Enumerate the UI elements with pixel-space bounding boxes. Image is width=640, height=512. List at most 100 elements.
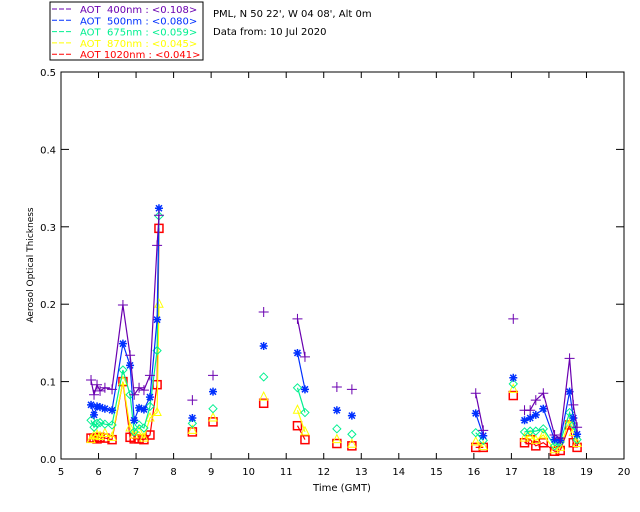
data-point-plus — [564, 353, 575, 364]
data-point-plus — [86, 375, 97, 386]
data-point-square — [300, 434, 310, 445]
data-point-square — [508, 390, 519, 401]
series — [87, 204, 582, 445]
data-point-diamond — [531, 426, 541, 436]
data-point-plus — [549, 430, 560, 441]
data-point-diamond — [332, 424, 342, 434]
data-point-diamond — [538, 424, 549, 434]
x-tick-label: 10 — [242, 467, 255, 478]
data-point-asterisk — [118, 339, 127, 348]
data-point-diamond — [89, 422, 99, 432]
data-point-asterisk — [209, 387, 218, 396]
data-point-asterisk — [188, 413, 197, 422]
y-tick-label: 0.0 — [40, 455, 56, 466]
x-tick-label: 8 — [170, 467, 176, 478]
data-point-triangle — [572, 437, 582, 448]
data-point-diamond — [187, 418, 198, 429]
data-point-asterisk — [531, 410, 540, 419]
data-point-plus — [508, 313, 519, 324]
data-point-diamond — [258, 372, 269, 382]
data-point-diamond — [145, 401, 155, 412]
data-point-plus — [292, 313, 303, 324]
x-tick-label: 6 — [95, 467, 101, 478]
data-point-diamond — [508, 379, 518, 389]
x-tick-label: 20 — [618, 467, 631, 478]
data-point-asterisk — [139, 405, 148, 414]
legend-entry: AOT 400nm : <0.108> — [80, 5, 197, 16]
data-point-asterisk — [93, 402, 102, 411]
data-point-asterisk — [520, 416, 529, 425]
data-point-asterisk — [479, 431, 488, 440]
series-line — [90, 215, 578, 447]
data-point-plus — [525, 405, 536, 416]
series — [86, 298, 582, 454]
series-line — [91, 228, 578, 452]
data-point-square — [208, 417, 218, 427]
x-tick-label: 7 — [133, 467, 139, 478]
data-point-asterisk — [130, 416, 139, 425]
x-tick-label: 16 — [467, 467, 480, 478]
data-point-asterisk — [300, 385, 309, 394]
data-point-asterisk — [135, 403, 144, 412]
x-tick-label: 17 — [505, 467, 518, 478]
plot-frame — [60, 71, 625, 460]
data-point-asterisk — [126, 361, 135, 370]
data-point-plus — [187, 395, 198, 406]
site-info: PML, N 50 22', W 04 08', Alt 0m — [213, 9, 372, 20]
data-point-triangle — [125, 421, 135, 432]
data-point-triangle — [470, 435, 481, 446]
y-tick-label: 0.1 — [40, 378, 56, 389]
x-tick-label: 18 — [543, 467, 556, 478]
data-point-square — [145, 430, 155, 440]
data-point-plus — [152, 240, 163, 251]
data-point-plus — [208, 370, 219, 381]
x-tick-label: 12 — [317, 467, 330, 478]
data-point-plus — [331, 382, 342, 393]
legend-entry: AOT 870nm : <0.045> — [80, 39, 197, 50]
data-point-square — [478, 442, 488, 453]
data-point-diamond — [118, 365, 128, 375]
data-point-triangle — [508, 383, 519, 393]
data-point-triangle — [300, 425, 310, 436]
y-tick-label: 0.3 — [40, 223, 56, 234]
data-point-diamond — [549, 441, 560, 451]
data-point-asterisk — [332, 406, 341, 415]
data-point-triangle — [530, 434, 541, 444]
date-info: Data from: 10 Jul 2020 — [213, 27, 326, 38]
legend-entry: AOT 1020nm : <0.041> — [80, 50, 200, 61]
data-point-plus — [572, 422, 583, 433]
data-point-square — [95, 432, 105, 443]
data-point-triangle — [100, 427, 110, 437]
data-point-plus — [129, 389, 140, 400]
x-tick-label: 9 — [208, 467, 214, 478]
series-line — [90, 304, 578, 451]
data-point-triangle — [107, 431, 117, 441]
data-point-plus — [530, 395, 541, 406]
data-point-plus — [568, 399, 579, 410]
data-point-diamond — [572, 434, 582, 445]
data-point-asterisk — [153, 315, 162, 324]
series-line — [90, 208, 578, 442]
data-point-diamond — [92, 418, 102, 429]
data-point-diamond — [134, 420, 144, 430]
data-point-asterisk — [526, 413, 535, 422]
data-point-triangle — [89, 429, 99, 440]
data-point-triangle — [187, 424, 198, 434]
data-point-diamond — [100, 419, 110, 429]
data-point-triangle — [139, 431, 149, 442]
series — [86, 223, 582, 457]
data-point-triangle — [145, 411, 155, 422]
legend-box — [49, 1, 204, 61]
data-point-diamond — [95, 417, 105, 428]
y-tick-label: 0.4 — [40, 145, 56, 156]
data-point-asterisk — [145, 393, 154, 402]
data-point-diamond — [300, 407, 310, 418]
data-point-asterisk — [90, 410, 99, 419]
x-tick-label: 14 — [392, 467, 405, 478]
data-point-asterisk — [87, 400, 96, 409]
data-point-plus — [258, 306, 269, 317]
data-point-triangle — [208, 411, 218, 422]
data-point-asterisk — [154, 204, 163, 213]
data-point-plus — [555, 433, 566, 444]
data-point-diamond — [292, 383, 303, 393]
